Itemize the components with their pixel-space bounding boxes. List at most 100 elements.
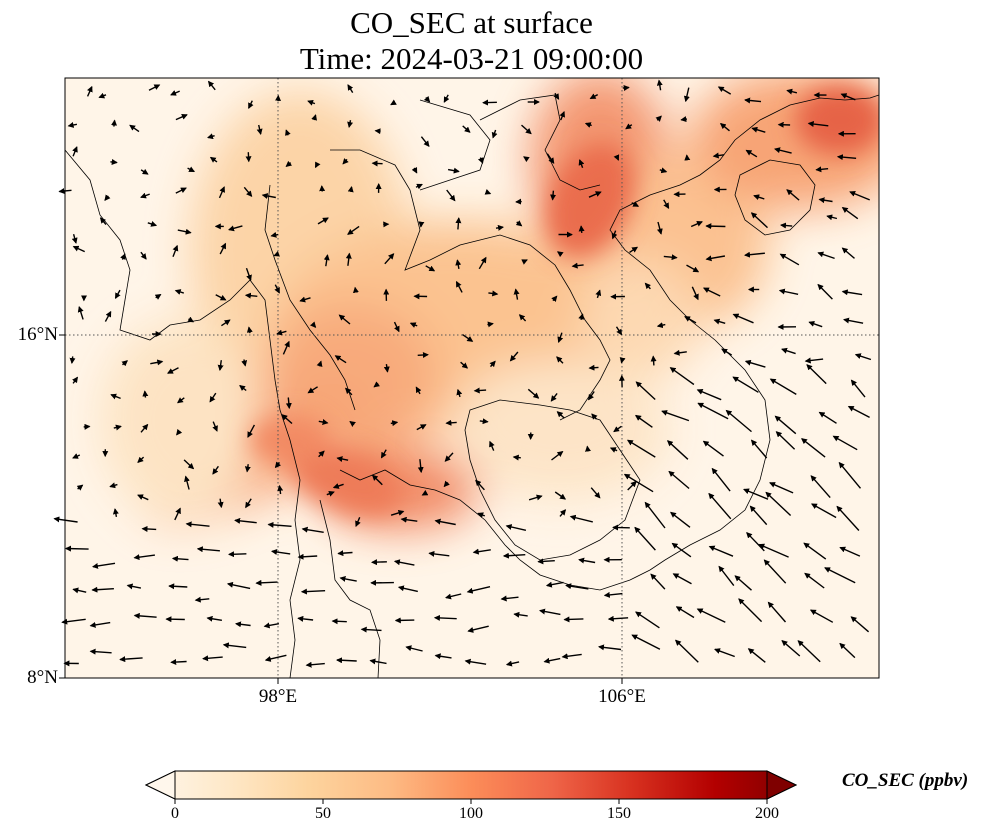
wind-arrow	[390, 420, 399, 427]
wind-arrow	[661, 410, 690, 422]
wind-arrow	[478, 256, 487, 270]
wind-arrow	[780, 222, 793, 229]
wind-arrow	[841, 247, 855, 259]
wind-arrow	[415, 183, 423, 190]
colorbar-tick-50: 50	[315, 805, 331, 822]
wind-arrow	[380, 449, 387, 459]
wind-arrow	[609, 447, 618, 453]
wind-arrow	[786, 88, 798, 95]
wind-arrow	[849, 191, 870, 201]
wind-arrow	[99, 217, 107, 226]
wind-arrow	[113, 424, 122, 431]
wind-arrow	[753, 194, 765, 201]
wind-arrow	[345, 252, 352, 266]
wind-arrow	[390, 510, 405, 516]
wind-arrow	[778, 288, 799, 295]
wind-arrow	[147, 221, 158, 227]
wind-arrow	[360, 626, 382, 633]
wind-arrow	[584, 122, 592, 128]
wind-arrow	[585, 445, 591, 452]
wind-arrow	[77, 306, 84, 320]
wind-arrow	[523, 156, 530, 163]
wind-arrow	[500, 595, 519, 602]
wind-arrow	[578, 225, 585, 233]
wind-arrow	[797, 640, 821, 663]
wind-arrow	[248, 100, 254, 109]
wind-arrow	[684, 154, 691, 161]
wind-arrow	[72, 453, 81, 459]
wind-arrow	[109, 482, 118, 489]
wind-arrow	[299, 296, 311, 303]
wind-arrow	[487, 321, 494, 328]
wind-arrow	[743, 488, 769, 500]
wind-arrow	[725, 409, 752, 433]
wind-arrow	[836, 154, 857, 161]
wind-arrow	[712, 152, 725, 159]
wind-arrow	[433, 614, 457, 621]
wind-arrow	[826, 214, 838, 221]
wind-arrow	[588, 364, 599, 371]
colorbar-max-extend	[766, 770, 798, 800]
wind-arrow	[390, 99, 397, 106]
wind-arrow	[711, 467, 731, 492]
wind-arrow	[349, 421, 356, 427]
wind-arrow	[563, 616, 584, 623]
wind-arrow	[559, 509, 567, 517]
wind-arrow	[137, 456, 145, 463]
wind-arrow	[393, 559, 415, 566]
wind-arrow	[285, 397, 292, 410]
wind-arrow	[383, 363, 390, 373]
wind-arrow	[67, 122, 78, 128]
wind-arrow	[818, 197, 833, 204]
lon-tick-98e: 98°E	[258, 686, 298, 707]
wind-arrow	[817, 251, 835, 260]
wind-arrow	[455, 280, 463, 293]
wind-arrow	[666, 440, 689, 460]
wind-arrow	[445, 419, 457, 426]
wind-arrow	[228, 225, 243, 232]
wind-arrow	[786, 189, 800, 201]
wind-arrow	[397, 585, 418, 593]
wind-arrow	[256, 124, 263, 135]
wind-arrow	[732, 313, 754, 324]
wind-arrow	[683, 87, 690, 103]
wind-arrow	[703, 287, 721, 297]
wind-arrow	[615, 326, 623, 336]
wind-arrow	[623, 473, 654, 493]
wind-arrow	[416, 424, 427, 431]
wind-arrow	[76, 484, 84, 491]
wind-arrow	[274, 284, 280, 294]
colorbar-gradient	[144, 770, 798, 800]
wind-arrow	[217, 360, 224, 371]
wind-arrow	[323, 254, 330, 267]
wind-arrow	[65, 545, 89, 552]
wind-arrow	[196, 546, 220, 553]
wind-arrow	[184, 475, 190, 490]
wind-arrow	[120, 253, 126, 260]
wind-arrow	[347, 225, 360, 235]
wind-arrow	[806, 364, 827, 385]
wind-arrow	[331, 618, 347, 625]
wind-arrow	[98, 92, 107, 99]
wind-arrow	[61, 618, 86, 625]
wind-arrow	[675, 606, 695, 619]
wind-arrow	[86, 85, 93, 97]
wind-arrow	[528, 494, 543, 501]
wind-arrow	[472, 548, 491, 555]
wind-arrow	[817, 283, 833, 300]
wind-arrow	[696, 608, 726, 623]
wind-arrow	[663, 254, 678, 261]
wind-arrow	[177, 397, 185, 404]
wind-arrow	[551, 295, 558, 303]
wind-arrow	[578, 313, 585, 320]
colorbar-tick-100: 100	[459, 805, 483, 822]
wind-arrow	[626, 439, 656, 458]
wind-arrow	[72, 376, 78, 384]
wind-arrow	[455, 217, 462, 230]
wind-arrow	[207, 133, 215, 140]
wind-arrow	[332, 483, 344, 489]
wind-arrow	[691, 286, 699, 301]
wind-arrow	[744, 359, 766, 368]
wind-arrow	[274, 461, 281, 469]
wind-arrow	[747, 648, 766, 663]
